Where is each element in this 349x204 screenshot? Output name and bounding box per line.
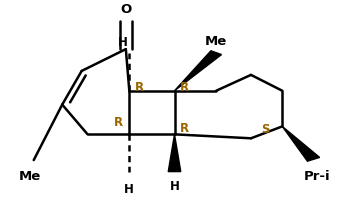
Text: R: R [114,115,124,128]
Polygon shape [174,52,222,91]
Text: O: O [120,3,132,16]
Text: H: H [124,183,134,196]
Polygon shape [282,127,320,161]
Text: S: S [261,123,269,136]
Text: Me: Me [205,34,227,48]
Text: R: R [180,121,190,134]
Text: Me: Me [19,169,42,182]
Text: Pr-i: Pr-i [304,169,331,182]
Polygon shape [168,135,181,172]
Text: H: H [170,179,179,192]
Text: R: R [180,81,190,93]
Text: H: H [118,36,128,49]
Text: R: R [135,81,144,93]
